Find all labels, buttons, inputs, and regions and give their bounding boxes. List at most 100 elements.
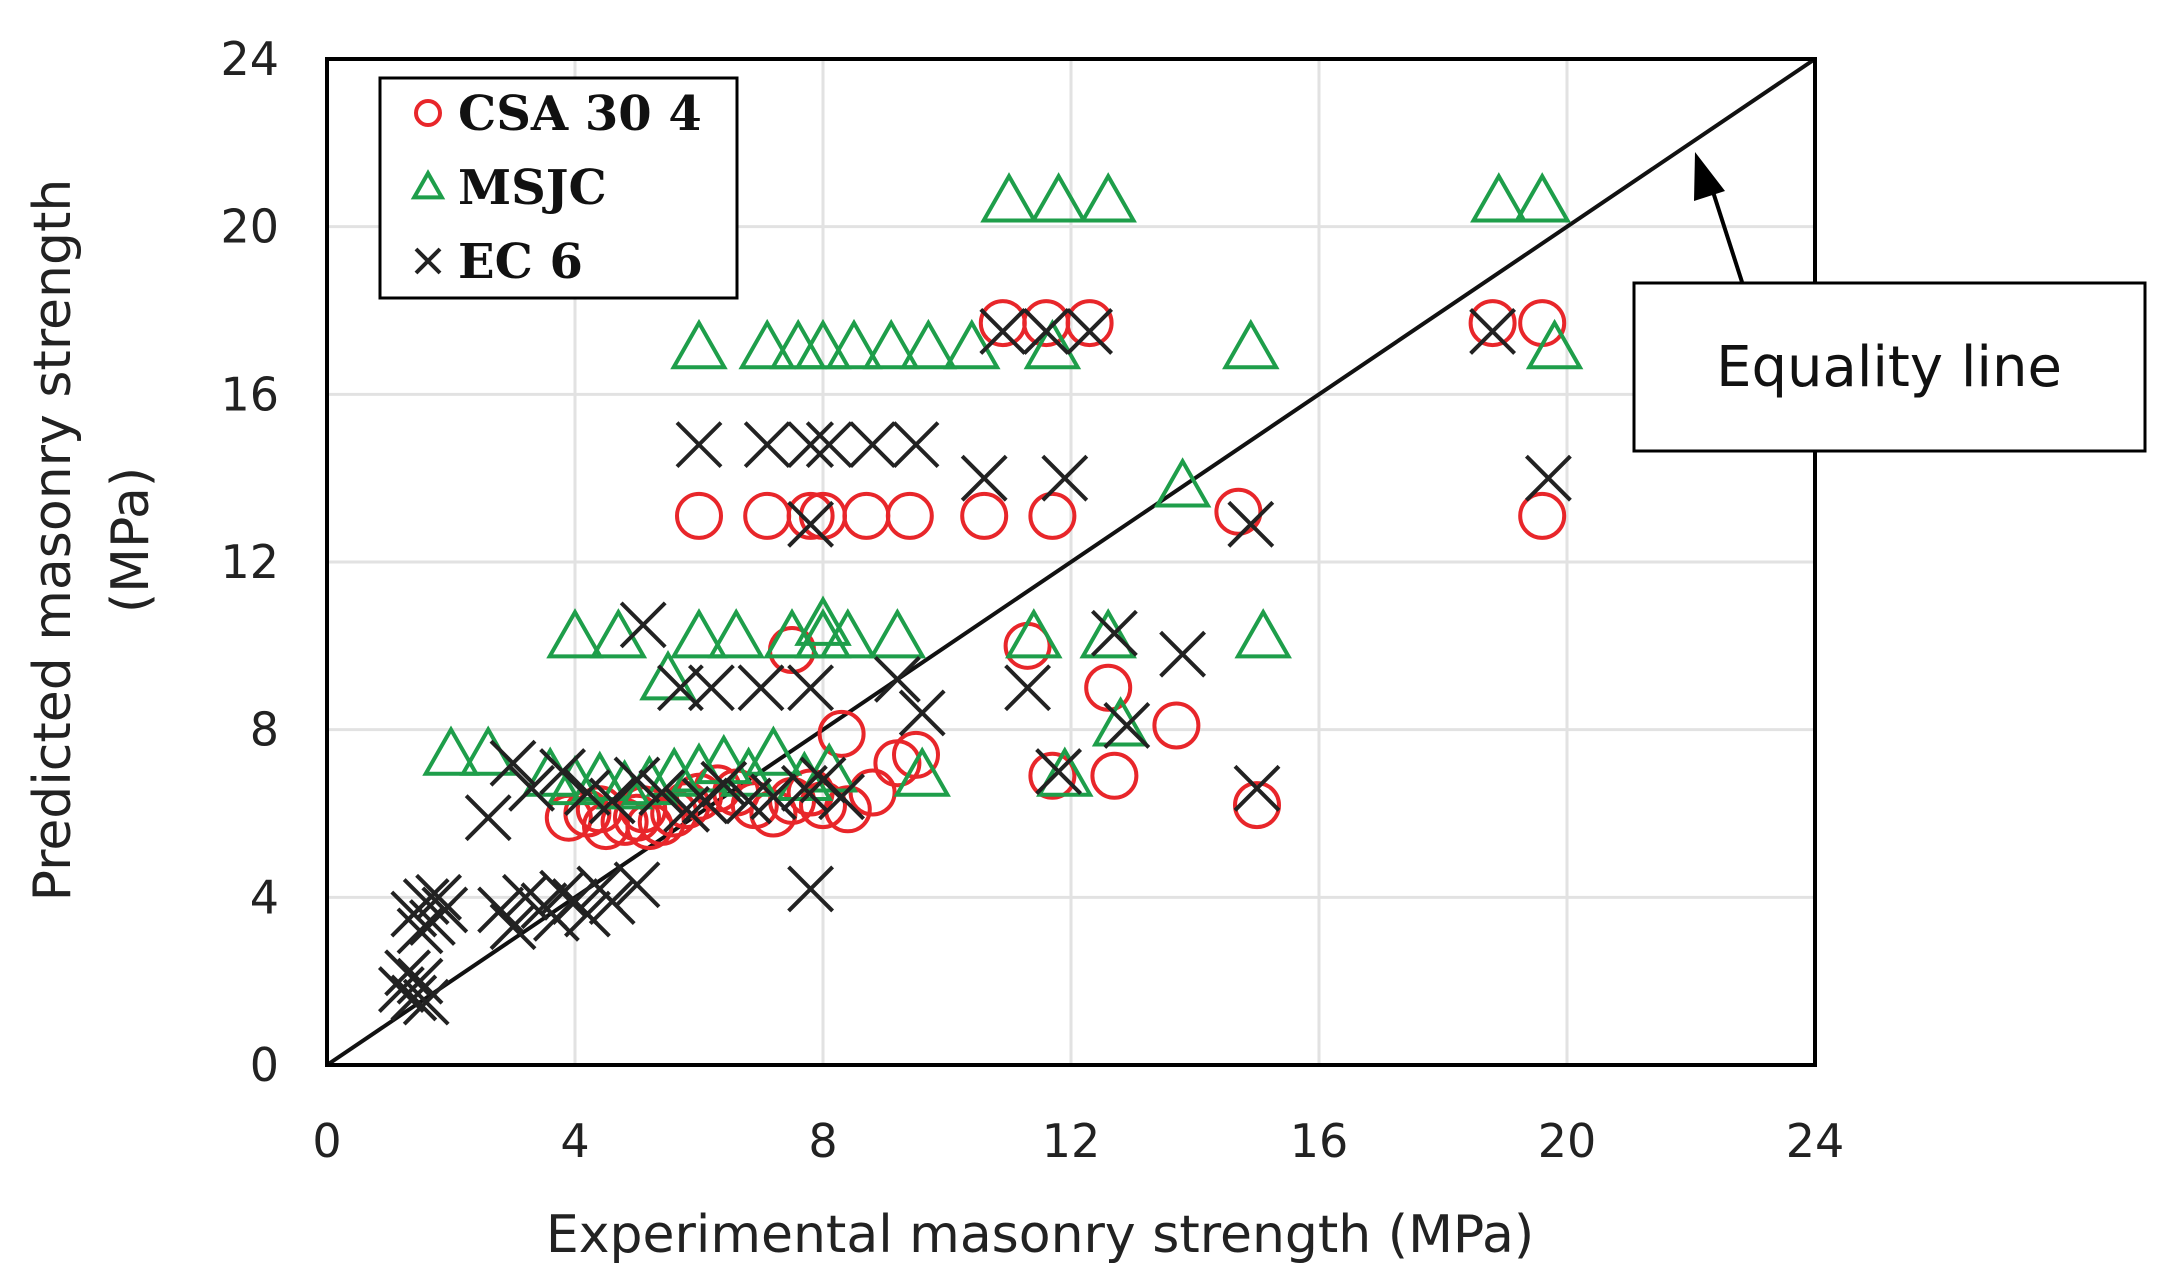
data-points (377, 172, 1584, 1026)
circle-point (743, 491, 792, 540)
triangle-point (1470, 172, 1528, 223)
series-x (377, 308, 1572, 1026)
triangle-point (1222, 318, 1280, 370)
x-tick-label: 24 (1786, 1114, 1845, 1168)
circle-point (1090, 751, 1139, 800)
triangle-point (1029, 172, 1088, 223)
x-point (402, 978, 450, 1026)
triangle-point (1079, 172, 1137, 223)
triangle-point (943, 318, 1001, 370)
triangle-point (794, 318, 852, 370)
triangle-point (670, 742, 728, 793)
y-tick-label: 20 (220, 200, 279, 254)
x-tick-label: 4 (560, 1114, 589, 1168)
x-point (1090, 609, 1138, 657)
x-point (638, 769, 686, 816)
x-point (1035, 748, 1083, 795)
x-point (675, 421, 723, 469)
x-point (1041, 454, 1089, 502)
triangle-point (670, 318, 728, 370)
x-tick-label: 12 (1042, 1114, 1101, 1168)
triangle-point (1079, 608, 1137, 659)
annotation-text: Equality line (1716, 335, 2062, 400)
x-tick-label: 16 (1290, 1114, 1349, 1168)
circle-point (1028, 751, 1077, 800)
triangle-point (1525, 318, 1584, 370)
x-point (749, 773, 797, 821)
circle-point (675, 491, 723, 540)
x-point (787, 500, 835, 548)
circle-point (1065, 299, 1114, 348)
x-tick-label: 8 (808, 1114, 837, 1168)
x-point (873, 655, 921, 703)
triangle-point (899, 318, 958, 370)
y-tick-label: 0 (250, 1038, 279, 1092)
y-tick-label: 4 (250, 870, 279, 924)
circle-point (1518, 491, 1567, 540)
circle-point (799, 781, 847, 830)
tick-labels: 0 4 8 12 16 20 24 0 4 8 12 16 20 24 (220, 32, 1844, 1168)
circle-point (1028, 491, 1077, 540)
x-point (687, 664, 735, 712)
triangle-point (738, 318, 796, 370)
x-point (787, 664, 835, 712)
x-point (898, 689, 946, 737)
y-tick-label: 8 (250, 703, 279, 757)
x-point (892, 421, 940, 469)
y-axis-label-line1: Predicted masonry strength (23, 179, 83, 902)
x-point (563, 769, 611, 816)
x-point (539, 748, 587, 795)
x-point (818, 773, 866, 821)
triangle-point (1513, 172, 1571, 223)
x-point (508, 764, 556, 812)
x-point (979, 308, 1027, 355)
circle-point (892, 730, 940, 779)
triangle-point (595, 759, 654, 810)
triangle-point (893, 746, 951, 797)
x-point (377, 966, 425, 1013)
triangle-point (1091, 696, 1150, 747)
x-point (464, 794, 512, 842)
circle-point (1214, 487, 1263, 536)
legend-label: CSA 30 4 (458, 86, 702, 142)
y-tick-label: 16 (220, 367, 279, 421)
triangle-point (862, 318, 920, 370)
x-point (1159, 630, 1207, 678)
circle-point (1084, 663, 1133, 712)
x-point (489, 739, 537, 787)
annotation-box (1632, 281, 2147, 453)
legend-label: MSJC (458, 160, 607, 216)
equality-line-annotation: Equality line (1632, 152, 2147, 453)
plot-frame (325, 57, 1817, 1067)
triangle-point (980, 172, 1038, 223)
x-point (787, 865, 835, 913)
triangle-point (868, 608, 927, 659)
triangle-point (422, 725, 480, 776)
circle-point (978, 299, 1027, 348)
triangle-point (707, 608, 765, 659)
x-point (563, 890, 611, 938)
x-point (489, 903, 537, 951)
x-tick-label: 0 (312, 1114, 341, 1168)
x-point (849, 421, 897, 469)
x-point (1524, 454, 1572, 502)
x-tick-label: 20 (1538, 1114, 1597, 1168)
legend-marker-triangle (410, 169, 446, 200)
x-point (805, 421, 853, 469)
triangle-point (571, 750, 629, 801)
x-axis-label: Experimental masonry strength (MPa) (546, 1205, 1534, 1265)
triangle-point (1153, 457, 1212, 508)
y-tick-label: 12 (220, 535, 279, 589)
x-point (1233, 764, 1281, 812)
triangle-point (800, 742, 858, 793)
triangle-point (744, 725, 803, 776)
x-point (619, 601, 667, 649)
x-point (1066, 308, 1114, 355)
legend: CSA 30 4 MSJC EC 6 (378, 76, 739, 300)
x-point (1103, 702, 1151, 749)
x-point (787, 421, 835, 469)
x-point (396, 907, 444, 955)
triangle-point (825, 318, 883, 370)
triangle-point (1005, 608, 1063, 659)
